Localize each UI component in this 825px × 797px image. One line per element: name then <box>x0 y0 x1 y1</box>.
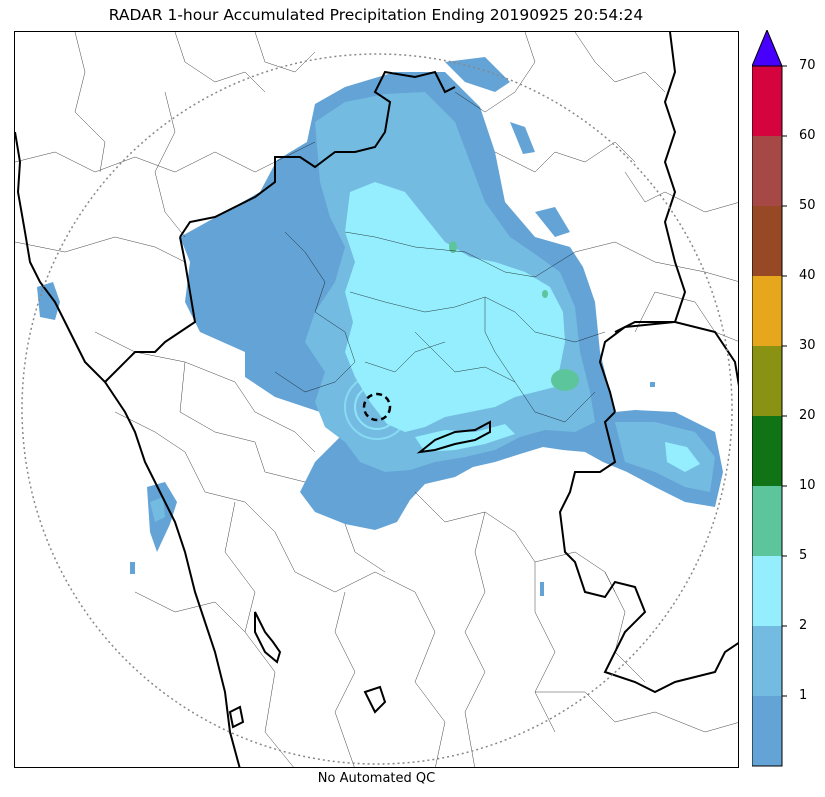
colorbar-segment <box>752 626 782 696</box>
precipitation-field <box>37 57 723 596</box>
precip-east-light <box>615 422 715 492</box>
colorbar-tick-label: 40 <box>799 268 816 283</box>
map-title: RADAR 1-hour Accumulated Precipitation E… <box>108 6 644 24</box>
precip-speck-2 <box>540 582 544 596</box>
state-border-south-tip <box>228 705 245 729</box>
state-border-east <box>598 32 687 413</box>
colorbar <box>752 30 787 767</box>
colorbar-segment <box>752 136 782 206</box>
state-border-island <box>254 611 282 664</box>
radar-map-svg <box>15 32 738 767</box>
colorbar-segment <box>752 346 782 416</box>
state-border-west <box>104 236 197 383</box>
radar-map[interactable] <box>14 31 739 768</box>
colorbar-segment <box>752 206 782 276</box>
precip-north-streak <box>445 57 510 92</box>
colorbar-tick-label: 10 <box>799 478 816 493</box>
colorbar-tick-label: 2 <box>799 618 808 633</box>
precip-east-moderate <box>665 442 700 472</box>
coastline-west <box>15 131 241 767</box>
precip-streak-3 <box>535 207 570 237</box>
colorbar-segment <box>752 416 782 486</box>
colorbar-tick-label: 1 <box>799 688 808 703</box>
precip-west-patch-3 <box>150 497 165 522</box>
precip-speck-3 <box>650 382 655 387</box>
state-border-north <box>179 70 456 238</box>
colorbar-tick-label: 30 <box>799 338 816 353</box>
precip-heavy-small-1 <box>449 241 457 253</box>
colorbar-segment <box>752 276 782 346</box>
colorbar-segment <box>752 66 782 136</box>
precip-west-patch <box>37 282 60 320</box>
precip-heavy-small-2 <box>542 290 548 298</box>
colorbar-segment <box>752 486 782 556</box>
state-border-south <box>558 411 738 694</box>
precip-heavy-cell <box>551 369 579 391</box>
colorbar-tick-label: 70 <box>799 58 816 73</box>
colorbar-tick-label: 50 <box>799 198 816 213</box>
state-border-telangana <box>614 321 738 387</box>
qc-caption: No Automated QC <box>317 771 436 786</box>
colorbar-segment <box>752 696 782 766</box>
precip-streak-2 <box>510 122 535 154</box>
colorbar-extend-arrow <box>752 30 783 67</box>
state-border-island-2 <box>363 685 387 714</box>
state-boundaries <box>15 32 738 767</box>
colorbar-tick-label: 20 <box>799 408 816 423</box>
radar-location-marker <box>362 392 392 422</box>
colorbar-segment <box>752 556 782 626</box>
state-border-goa <box>416 420 491 454</box>
colorbar-tick-label: 60 <box>799 128 816 143</box>
precip-speck-1 <box>130 562 135 574</box>
colorbar-tick-label: 5 <box>799 548 808 563</box>
range-ring <box>21 53 733 765</box>
